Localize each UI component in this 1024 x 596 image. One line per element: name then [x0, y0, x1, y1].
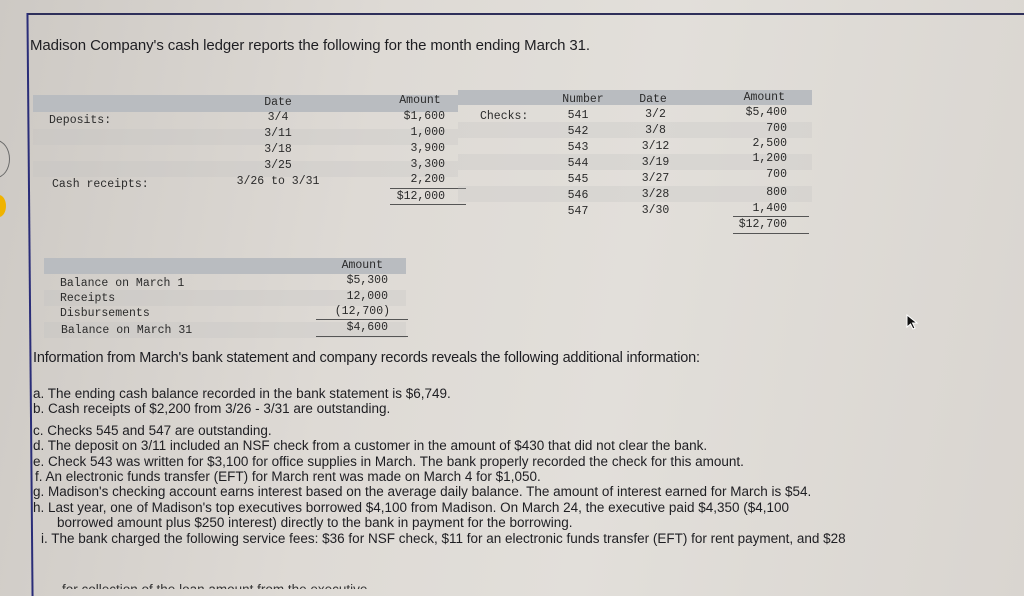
balance-amount: $4,600: [346, 321, 388, 334]
check-date: 3/8: [645, 124, 666, 137]
check-amount: 1,200: [752, 152, 787, 165]
checks-label: Checks:: [480, 110, 529, 123]
row-stripe: [458, 186, 812, 202]
check-number: 544: [567, 157, 589, 170]
yellow-dot-icon: [0, 195, 6, 217]
check-date: 3/12: [641, 140, 670, 153]
subtotal-rule: [316, 319, 408, 320]
checks-header-amount: Amount: [743, 91, 785, 104]
check-number: 541: [567, 109, 589, 122]
info-list: a. The ending cash balance recorded in t…: [33, 386, 846, 546]
row-stripe: [33, 129, 458, 145]
check-date: 3/2: [645, 108, 666, 121]
deposit-date: 3/4: [267, 111, 289, 124]
deposits-header-date: Date: [264, 96, 292, 109]
total-rule: [316, 336, 408, 337]
info-item-i: i. The bank charged the following servic…: [41, 530, 846, 546]
check-amount: 700: [766, 168, 787, 181]
deposit-date: 3/25: [264, 159, 292, 172]
check-date: 3/19: [641, 156, 670, 169]
total-rule: [390, 204, 466, 205]
balance-label: Disbursements: [60, 307, 150, 320]
checks-total: $12,700: [738, 218, 787, 231]
checks-header-band: [458, 90, 812, 105]
balance-label: Receipts: [60, 292, 116, 305]
check-number: 547: [567, 205, 589, 218]
check-amount: 800: [766, 186, 787, 199]
check-date: 3/30: [641, 204, 670, 217]
deposit-amount: 3,900: [410, 142, 445, 155]
circle-icon: [0, 140, 10, 178]
deposits-total: $12,000: [396, 190, 445, 203]
row-stripe: [458, 122, 812, 138]
deposit-amount: 2,200: [410, 173, 445, 186]
deposit-amount: 1,000: [410, 126, 445, 139]
frame-top-border: [28, 13, 1024, 15]
deposit-date: 3/26 to 3/31: [236, 175, 320, 188]
check-amount: $5,400: [745, 106, 787, 119]
row-stripe: [44, 290, 406, 306]
balance-label: Balance on March 1: [60, 277, 185, 290]
info-item-c: c. Checks 545 and 547 are outstanding.: [33, 422, 272, 438]
check-date: 3/28: [641, 188, 670, 201]
row-stripe: [44, 322, 406, 338]
deposit-date: 3/18: [264, 143, 292, 156]
check-amount: 2,500: [752, 137, 787, 150]
checks-header-date: Date: [639, 93, 667, 106]
check-number: 543: [567, 141, 589, 154]
check-number: 542: [567, 125, 589, 138]
balance-amount: $5,300: [346, 274, 388, 287]
mouse-cursor-icon: [906, 314, 919, 330]
info-item-h: h. Last year, one of Madison's top execu…: [33, 499, 790, 515]
balance-header-band: [44, 258, 406, 274]
info-heading: Information from March's bank statement …: [33, 350, 700, 366]
check-number: 545: [567, 173, 589, 186]
row-stripe: [458, 154, 812, 170]
balance-header-amount: Amount: [341, 259, 383, 272]
subtotal-rule: [390, 188, 466, 189]
intro-text: Madison Company's cash ledger reports th…: [30, 37, 590, 54]
row-stripe: [33, 161, 458, 177]
balance-label: Balance on March 31: [61, 324, 193, 337]
deposit-amount: 3,300: [410, 158, 445, 171]
check-amount: 700: [766, 122, 787, 135]
check-date: 3/27: [641, 172, 670, 185]
info-item-i-continued-cut: for collection of the loan amount from t…: [62, 582, 371, 589]
balance-amount: (12,700): [334, 305, 390, 318]
info-item-f: f. An electronic funds transfer (EFT) fo…: [35, 469, 541, 485]
deposits-header-amount: Amount: [399, 94, 441, 107]
info-item-d: d. The deposit on 3/11 included an NSF c…: [33, 438, 708, 454]
checks-header-number: Number: [562, 93, 604, 106]
info-item-e: e. Check 543 was written for $3,100 for …: [33, 453, 744, 469]
deposits-label: Deposits:: [49, 114, 112, 127]
total-rule: [733, 233, 809, 234]
check-number: 546: [567, 189, 589, 202]
check-amount: 1,400: [752, 202, 787, 215]
info-item-g: g. Madison's checking account earns inte…: [33, 484, 812, 500]
info-item-h-continued: borrowed amount plus $250 interest) dire…: [57, 515, 573, 531]
balance-amount: 12,000: [346, 290, 388, 303]
cash-receipts-label: Cash receipts:: [52, 178, 149, 191]
deposit-amount: $1,600: [403, 110, 445, 123]
info-item-b: b. Cash receipts of $2,200 from 3/26 - 3…: [33, 401, 391, 417]
deposit-date: 3/11: [264, 127, 292, 140]
subtotal-rule: [733, 216, 809, 217]
deposits-header-band: [33, 95, 458, 112]
info-item-a: a. The ending cash balance recorded in t…: [33, 386, 451, 401]
